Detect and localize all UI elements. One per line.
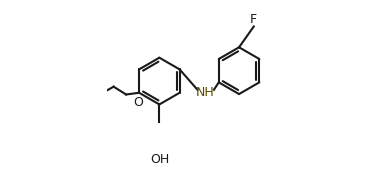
Text: F: F [250,13,257,26]
Text: O: O [133,96,143,109]
Text: NH: NH [196,86,214,99]
Text: OH: OH [151,153,170,166]
